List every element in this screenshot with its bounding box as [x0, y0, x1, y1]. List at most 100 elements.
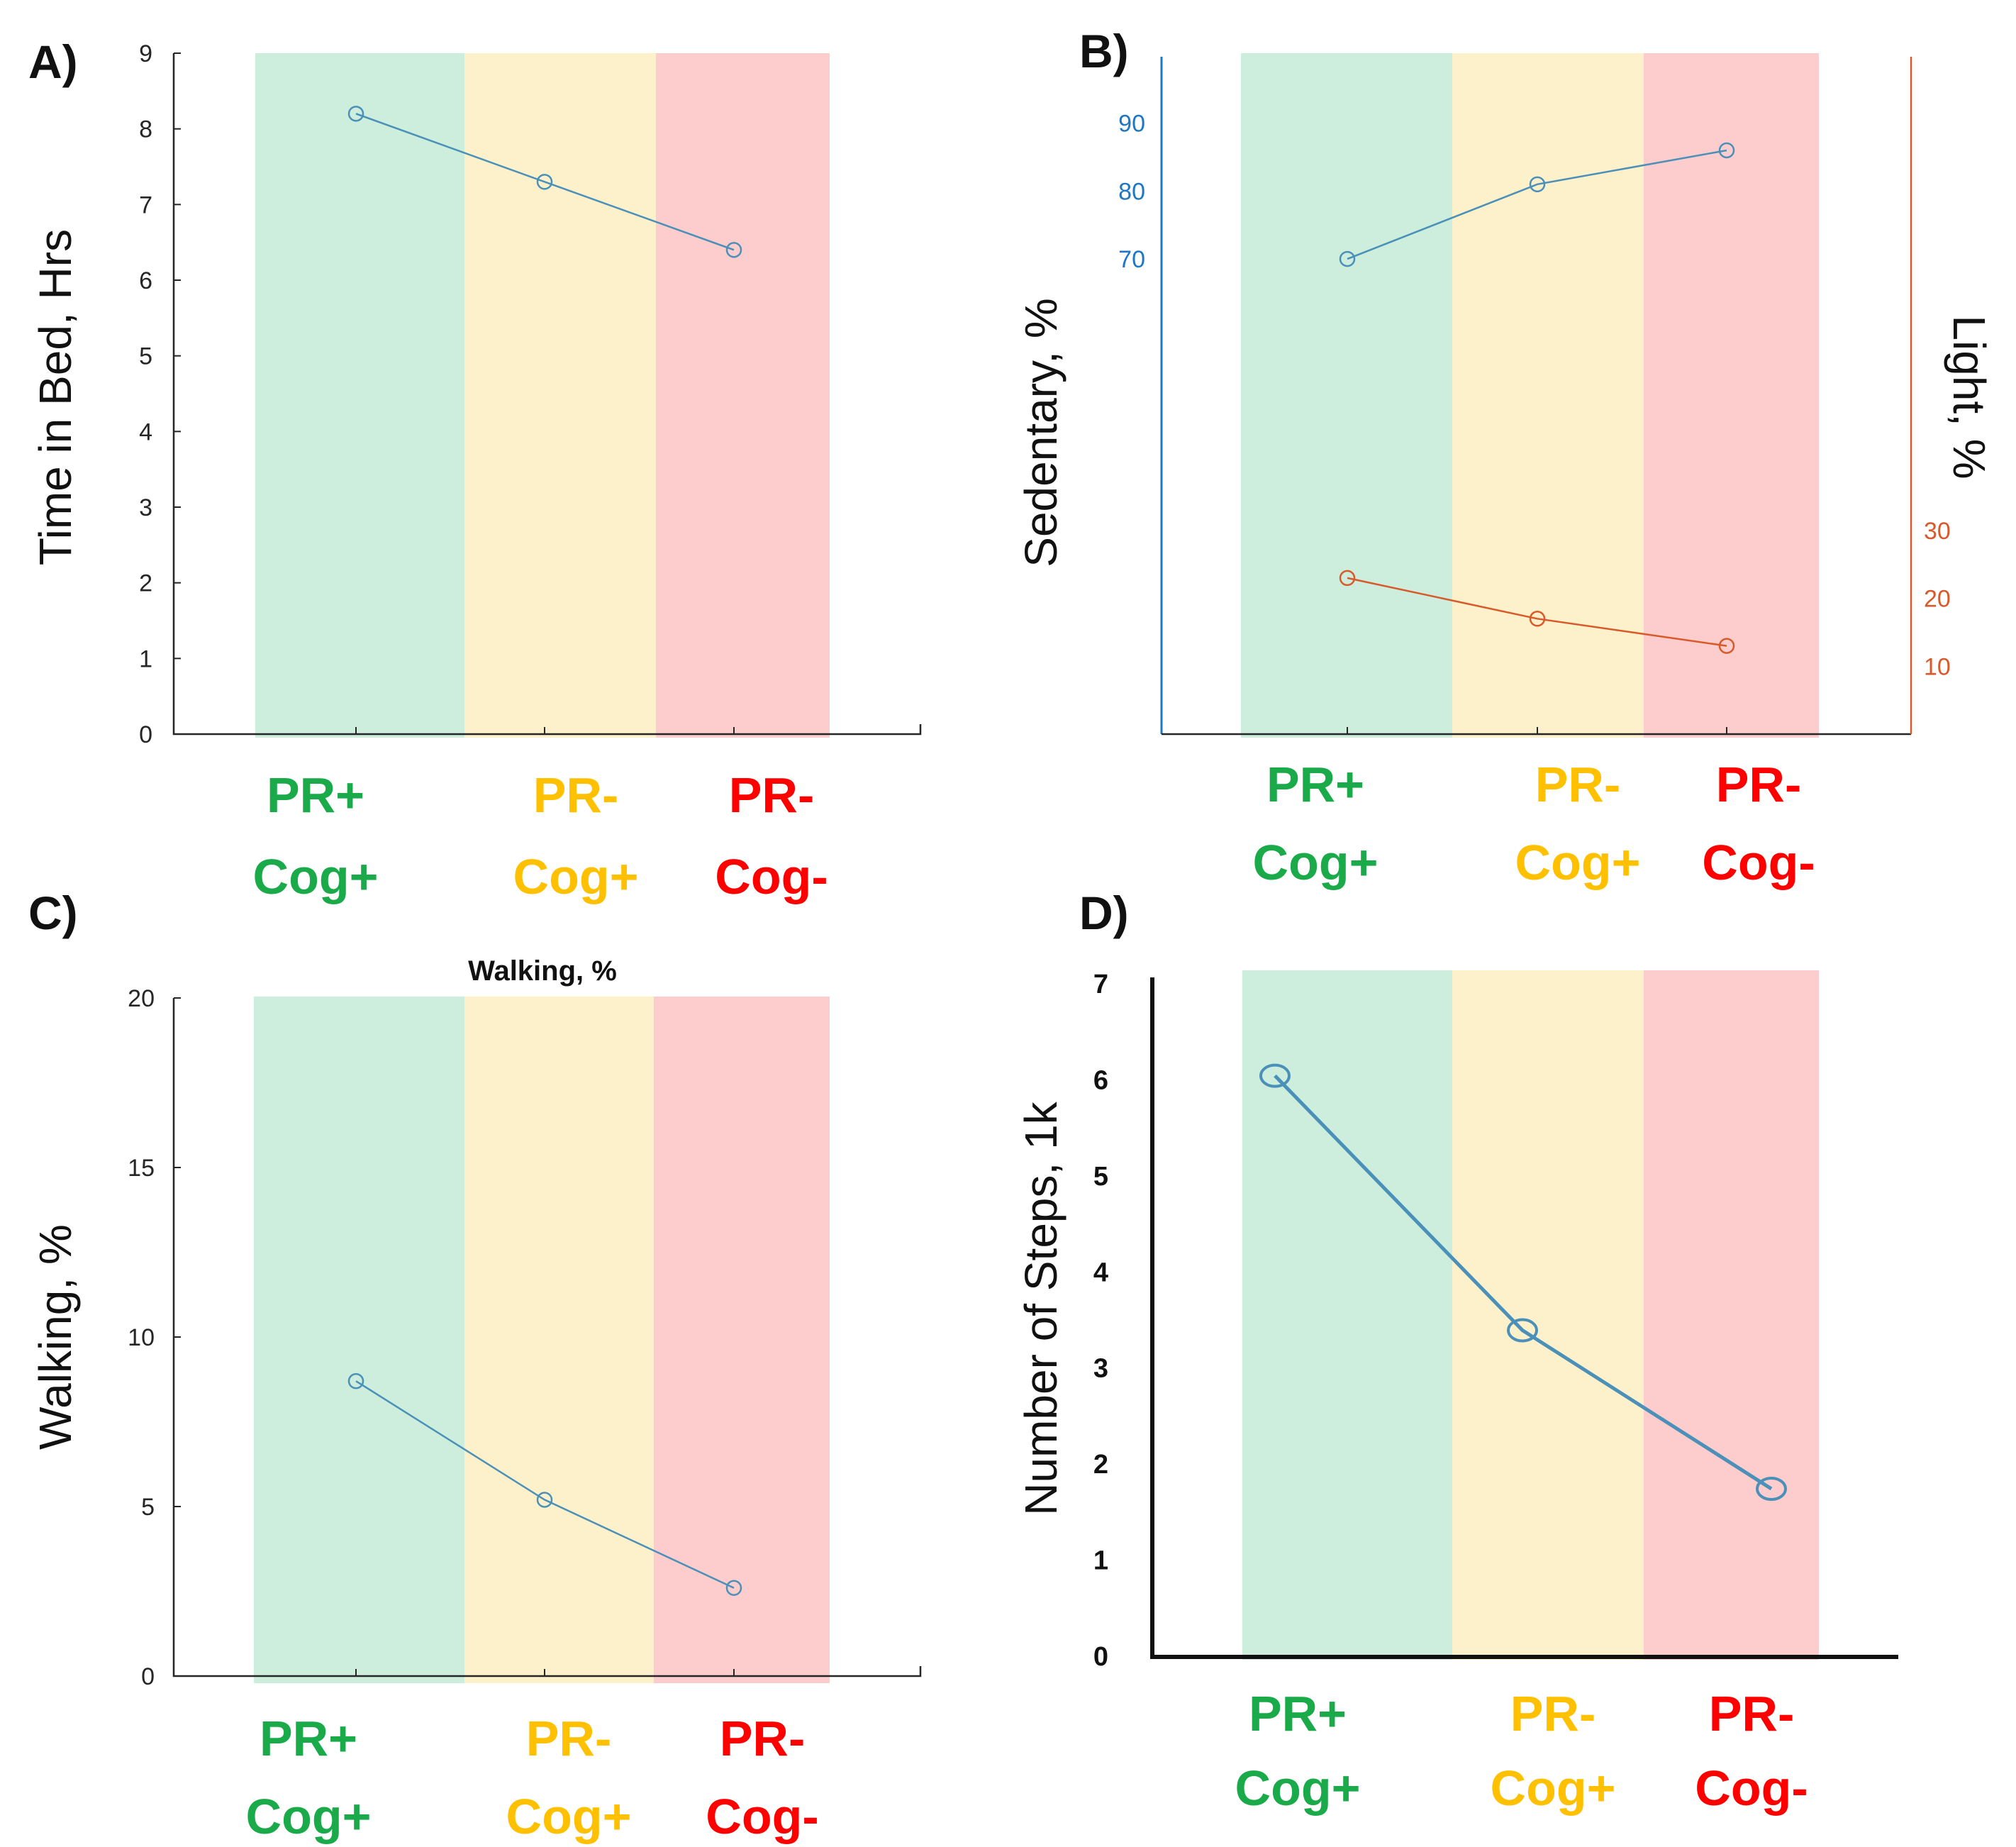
data-point: [1529, 611, 1546, 627]
y-tick-label: 4: [1093, 1258, 1108, 1287]
y-tick-label: 6: [139, 267, 152, 294]
data-point: [1339, 570, 1356, 587]
y-tick-label: 80: [1118, 178, 1145, 205]
y-tick-label: 7: [139, 192, 152, 218]
y-tick-label: 6: [1093, 1065, 1108, 1095]
y-axis-label: Number of Steps, 1k: [1015, 1101, 1067, 1515]
y-tick-label: 15: [128, 1155, 155, 1182]
series-line: [1274, 1074, 1773, 1491]
category-label: PR-: [720, 1711, 806, 1766]
category-label: Cog+: [253, 849, 379, 904]
category-band: [1452, 970, 1644, 1660]
data-point: [725, 242, 742, 258]
data-point: [1718, 638, 1735, 654]
y-tick-label: 5: [139, 343, 152, 370]
category-label: PR-: [1709, 1686, 1795, 1741]
category-label: Cog+: [1253, 835, 1379, 890]
y-tick-label: 4: [139, 418, 152, 445]
y-tick-label: 3: [1093, 1354, 1108, 1384]
y-axis-label: Sedentary, %: [1015, 298, 1067, 567]
category-band: [464, 53, 656, 738]
series-line: [1347, 577, 1727, 647]
right-y-axis-label: Light, %: [1944, 315, 1995, 479]
data-point: [1507, 1318, 1538, 1343]
panel-label: A): [28, 35, 78, 88]
data-point: [1339, 250, 1356, 267]
category-band: [1242, 970, 1452, 1660]
category-label: Cog+: [1235, 1760, 1361, 1816]
panel-label: C): [28, 887, 78, 939]
category-label: PR+: [1249, 1686, 1347, 1741]
category-label: Cog-: [1702, 835, 1815, 890]
panel-a: 0 1 2 3 4 5 6 7 8 9 A) Time in Bed, Hrs PR+ Cog+ PR- Co…: [28, 35, 922, 904]
y-tick-label: 70: [1118, 246, 1145, 273]
series-line: [355, 1380, 735, 1589]
panel-label: D): [1079, 887, 1129, 939]
y-axis-label: Walking, %: [30, 1224, 81, 1450]
y-tick-label: 0: [1093, 1642, 1108, 1672]
category-label: Cog+: [513, 849, 639, 904]
y-tick-label: 9: [139, 40, 152, 67]
y-tick-label: 3: [139, 494, 152, 521]
axis-frame: [172, 53, 922, 736]
category-label: PR-: [729, 767, 815, 823]
y-tick-label: 2: [1093, 1450, 1108, 1480]
category-label: Cog+: [1515, 835, 1641, 890]
y-tick-label: 2: [139, 570, 152, 597]
category-band: [654, 997, 830, 1683]
category-band: [255, 53, 464, 738]
category-label: Cog-: [715, 849, 828, 904]
y-tick-label: 90: [1118, 111, 1145, 138]
y-tick-label: 0: [139, 721, 152, 748]
data-point: [347, 1372, 364, 1390]
category-label: PR-: [1535, 757, 1621, 812]
category-label: PR+: [1266, 757, 1364, 812]
category-label: Cog+: [1491, 1760, 1616, 1816]
y-tick-label: 20: [128, 985, 155, 1012]
category-band: [1452, 53, 1644, 738]
y-tick-label: 8: [139, 116, 152, 143]
right-y-tick-label: 10: [1924, 653, 1951, 680]
y-tick-label: 7: [1093, 970, 1108, 999]
data-point: [1529, 176, 1546, 193]
data-point: [536, 1492, 553, 1508]
axis-frame: [1150, 977, 1898, 1659]
category-label: PR-: [526, 1711, 612, 1766]
series-line: [355, 113, 735, 251]
data-point: [536, 174, 553, 190]
panel-c: 0 5 10 15 20 C) Walking, % Walking, % PR+ Cog+ PR-…: [28, 887, 922, 1844]
category-label: PR-: [1716, 757, 1802, 812]
panel-d: 0 1 2 3 4 5 6 7 D) Number of Steps, 1k PR+ Cog+ PR- C…: [1015, 887, 1898, 1816]
series-line: [1347, 149, 1727, 260]
y-tick-label: 10: [128, 1324, 155, 1351]
panel-b: 70 80 90 10 20 30 B) Sedentary, % Light, % PR+ Cog…: [1015, 25, 1995, 890]
category-label: Cog-: [706, 1789, 818, 1844]
y-tick-label: 0: [141, 1663, 155, 1690]
category-band: [254, 997, 464, 1683]
category-band: [656, 53, 830, 738]
chart-title: Walking, %: [468, 955, 617, 987]
data-point: [1756, 1477, 1787, 1501]
y-tick-label: 5: [141, 1494, 155, 1521]
category-label: PR-: [533, 767, 619, 823]
category-band: [1241, 53, 1452, 738]
category-band: [1644, 53, 1819, 738]
category-label: PR+: [267, 767, 364, 823]
category-band: [1644, 970, 1819, 1660]
right-y-tick-label: 20: [1924, 586, 1951, 613]
category-label: Cog+: [506, 1789, 632, 1844]
data-point: [725, 1580, 742, 1596]
category-label: Cog-: [1695, 1760, 1808, 1816]
y-tick-label: 5: [1093, 1162, 1108, 1192]
category-label: PR+: [260, 1711, 357, 1766]
data-point: [1718, 142, 1735, 159]
right-y-tick-label: 30: [1924, 518, 1951, 545]
category-label: Cog+: [246, 1789, 372, 1844]
category-band: [464, 997, 654, 1683]
y-tick-label: 1: [1093, 1546, 1108, 1576]
y-tick-label: 1: [139, 645, 152, 672]
panel-label: B): [1079, 25, 1129, 77]
data-point: [1259, 1063, 1291, 1088]
data-point: [347, 106, 364, 122]
